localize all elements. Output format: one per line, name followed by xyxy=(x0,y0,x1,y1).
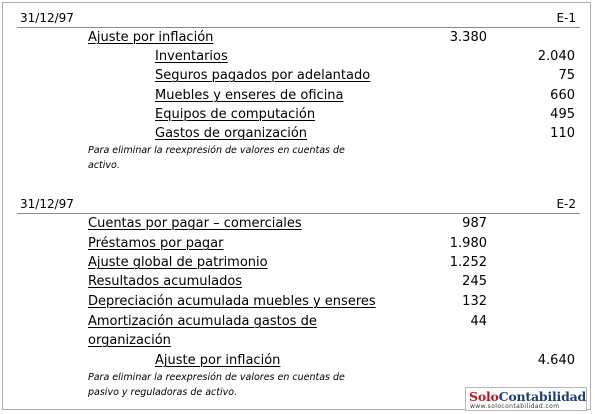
entry-date: 31/12/97 xyxy=(20,11,74,25)
debit-amount: 3.380 xyxy=(449,30,487,45)
credit-amount: 495 xyxy=(550,107,575,122)
account-name: Amortización acumulada gastos de xyxy=(88,314,317,329)
debit-amount: 987 xyxy=(462,216,487,231)
header-divider xyxy=(17,27,580,28)
logo-wordmark: SoloContabilidad xyxy=(469,389,587,404)
credit-amount: 660 xyxy=(550,88,575,103)
entry-code: E-1 xyxy=(556,11,576,25)
credit-amount: 4.640 xyxy=(537,353,575,368)
entry-code: E-2 xyxy=(556,197,576,211)
debit-amount: 1.980 xyxy=(449,236,487,251)
logo-url: www.solocontabilidad.com xyxy=(470,403,560,410)
debit-amount: 132 xyxy=(462,294,487,309)
solocontabilidad-logo: SoloContabilidad www.solocontabilidad.co… xyxy=(465,387,587,411)
debit-amount: 44 xyxy=(470,314,487,329)
account-name: Equipos de computación xyxy=(155,107,316,122)
account-name: Ajuste global de patrimonio xyxy=(88,255,268,270)
account-name: Cuentas por pagar – comerciales xyxy=(88,216,302,231)
debit-amount: 245 xyxy=(462,274,487,289)
entry-note: Para eliminar la reexpresión de valores … xyxy=(88,372,345,398)
account-name: Muebles y enseres de oficina xyxy=(155,88,344,103)
journal-entries-panel: 31/12/97 E-1 Ajuste por inflación 3.380 … xyxy=(2,2,591,411)
account-name: Seguros pagados por adelantado xyxy=(155,68,371,83)
debit-amount: 1.252 xyxy=(449,255,487,270)
entry-date: 31/12/97 xyxy=(20,197,74,211)
account-name: Ajuste por inflación xyxy=(88,30,214,45)
account-name: Resultados acumulados xyxy=(88,274,243,289)
account-name: Inventarios xyxy=(155,49,228,64)
account-name: Ajuste por inflación xyxy=(155,353,281,368)
account-name: Préstamos por pagar xyxy=(88,236,224,251)
account-name-continued: organización xyxy=(88,333,171,348)
header-divider xyxy=(17,213,580,214)
credit-amount: 110 xyxy=(550,126,575,141)
credit-amount: 75 xyxy=(558,68,575,83)
entry-note: Para eliminar la reexpresión de valores … xyxy=(88,145,345,171)
account-name: Depreciación acumulada muebles y enseres xyxy=(88,294,376,309)
credit-amount: 2.040 xyxy=(537,49,575,64)
account-name: Gastos de organización xyxy=(155,126,308,141)
